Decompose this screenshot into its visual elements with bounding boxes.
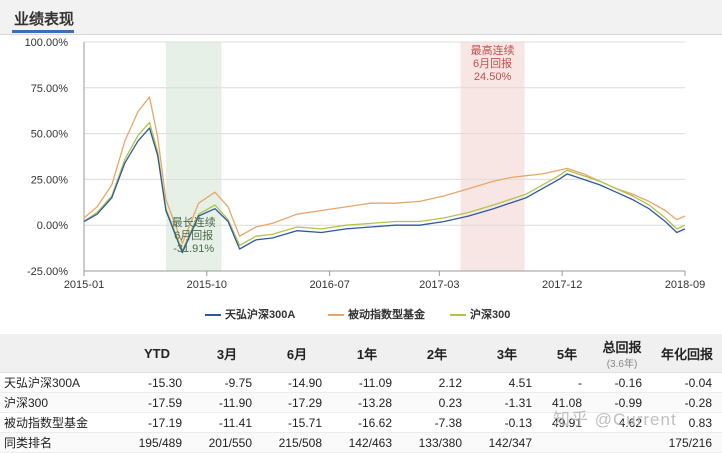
- legend-item-fund[interactable]: 天弘沪深300A: [205, 306, 295, 322]
- series-line-0: [83, 127, 686, 254]
- col-header-ytd: YTD: [122, 334, 192, 373]
- annotation-label: 最高连续: [471, 43, 515, 57]
- legend-label-fund: 天弘沪深300A: [225, 309, 296, 321]
- cell-3y: -1.31: [472, 392, 542, 413]
- cell-5y: [542, 432, 592, 453]
- y-tick-label: 50.00%: [31, 129, 69, 141]
- cell-2y: 2.12: [402, 372, 472, 393]
- cell-ytd: -17.19: [122, 412, 192, 433]
- section-title: 业绩表现: [14, 11, 75, 28]
- cell-3y: -0.13: [472, 412, 542, 433]
- annotation-band-1: [460, 42, 525, 271]
- col-header-annualized: 年化回报: [652, 334, 722, 373]
- col-header-3y: 3年: [472, 334, 542, 373]
- cell-annualized: 175/216: [652, 432, 722, 453]
- table-row-category: 被动指数型基金 -17.19 -11.41 -15.71 -16.62 -7.3…: [0, 412, 722, 433]
- annotation-label: 最长连续: [172, 215, 216, 229]
- col-header-name: [0, 334, 122, 373]
- cell-total: -0.16: [592, 372, 652, 393]
- annotation-label: 6月回报: [174, 228, 213, 242]
- table-row-fund: 天弘沪深300A -15.30 -9.75 -14.90 -11.09 2.12…: [0, 372, 722, 393]
- cell-total: 4.62: [592, 412, 652, 433]
- x-tick-label: 2018-09: [665, 279, 705, 291]
- cell-6m: 215/508: [262, 432, 332, 453]
- col-header-5y: 5年: [542, 334, 592, 373]
- section-header: 业绩表现: [0, 0, 722, 35]
- cell-6m: -15.71: [262, 412, 332, 433]
- legend-item-index[interactable]: 沪深300: [450, 306, 510, 322]
- annotation-label: 6月回报: [473, 56, 512, 70]
- col-header-2y: 2年: [402, 334, 472, 373]
- legend-swatch-index: [450, 314, 466, 317]
- table-row-rank: 同类排名 195/489 201/550 215/508 142/463 133…: [0, 432, 722, 453]
- legend-swatch-fund: [205, 314, 221, 317]
- y-tick-label: -25.00%: [27, 266, 68, 278]
- col-header-total: 总回报 (3.6年): [592, 334, 652, 373]
- x-tick-label: 2017-12: [542, 279, 582, 291]
- table-row-index: 沪深300 -17.59 -11.90 -17.29 -13.28 0.23 -…: [0, 392, 722, 413]
- col-header-total-sub: (3.6年): [606, 358, 638, 370]
- y-tick-label: 75.00%: [31, 83, 69, 95]
- cell-ytd: -15.30: [122, 372, 192, 393]
- y-tick-label: 0.00%: [37, 220, 68, 232]
- cell-ytd: 195/489: [122, 432, 192, 453]
- cell-1y: -16.62: [332, 412, 402, 433]
- cell-total: [592, 432, 652, 453]
- cell-5y: 41.08: [542, 392, 592, 413]
- y-tick-label: 25.00%: [31, 174, 69, 186]
- cell-5y: 49.91: [542, 412, 592, 433]
- cell-1y: 142/463: [332, 432, 402, 453]
- cell-1y: -13.28: [332, 392, 402, 413]
- x-tick-label: 2016-07: [309, 279, 349, 291]
- title-underline: [12, 30, 74, 33]
- cell-5y: -: [542, 372, 592, 393]
- cell-annualized: 0.83: [652, 412, 722, 433]
- col-header-3m: 3月: [192, 334, 262, 373]
- cell-name: 同类排名: [0, 432, 122, 453]
- chart-legend: 天弘沪深300A 被动指数型基金 沪深300: [0, 306, 722, 322]
- col-header-6m: 6月: [262, 334, 332, 373]
- cell-annualized: -0.28: [652, 392, 722, 413]
- performance-table: YTD 3月 6月 1年 2年 3年 5年 总回报 (3.6年) 年化回报 天弘沪…: [0, 334, 722, 453]
- legend-label-index: 沪深300: [470, 309, 511, 321]
- cell-annualized: -0.04: [652, 372, 722, 393]
- annotation-label: -31.91%: [173, 243, 214, 255]
- cell-name: 天弘沪深300A: [0, 372, 122, 393]
- cell-2y: 0.23: [402, 392, 472, 413]
- legend-item-category[interactable]: 被动指数型基金: [328, 306, 425, 322]
- cell-name: 被动指数型基金: [0, 412, 122, 433]
- cell-3y: 142/347: [472, 432, 542, 453]
- watermark-text: 知乎 @Current: [553, 410, 677, 429]
- x-tick-label: 2015-10: [187, 279, 227, 291]
- cell-ytd: -17.59: [122, 392, 192, 413]
- col-header-total-label: 总回报: [602, 339, 642, 355]
- cell-6m: -14.90: [262, 372, 332, 393]
- cell-3m: -11.41: [192, 412, 262, 433]
- performance-chart: 100.00%75.00%50.00%25.00%0.00%-25.00%201…: [25, 37, 706, 291]
- cell-3m: -11.90: [192, 392, 262, 413]
- x-tick-label: 2015-01: [64, 279, 104, 291]
- y-tick-label: 100.00%: [25, 37, 69, 49]
- series-line-2: [83, 121, 686, 252]
- annotation-label: 24.50%: [474, 71, 512, 83]
- x-tick-label: 2017-03: [419, 279, 459, 291]
- cell-3m: -9.75: [192, 372, 262, 393]
- cell-name: 沪深300: [0, 392, 122, 413]
- cell-2y: 133/380: [402, 432, 472, 453]
- legend-label-category: 被动指数型基金: [348, 309, 425, 321]
- cell-6m: -17.29: [262, 392, 332, 413]
- legend-swatch-category: [328, 314, 344, 317]
- cell-1y: -11.09: [332, 372, 402, 393]
- cell-2y: -7.38: [402, 412, 472, 433]
- table-header-row: YTD 3月 6月 1年 2年 3年 5年 总回报 (3.6年) 年化回报: [0, 334, 722, 373]
- cell-3y: 4.51: [472, 372, 542, 393]
- cell-3m: 201/550: [192, 432, 262, 453]
- cell-total: -0.99: [592, 392, 652, 413]
- col-header-1y: 1年: [332, 334, 402, 373]
